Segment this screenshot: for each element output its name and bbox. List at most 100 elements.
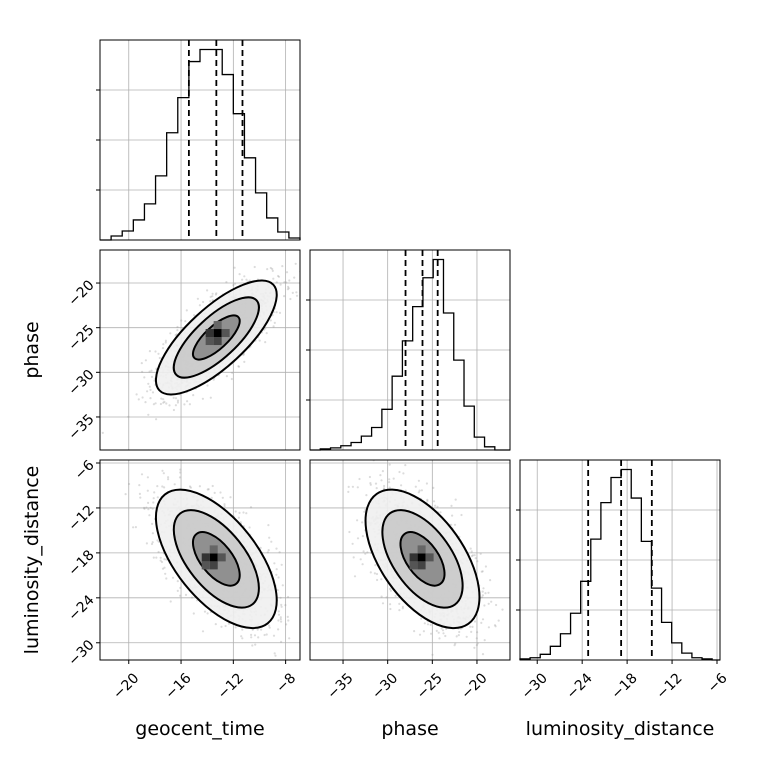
sample-point bbox=[158, 356, 161, 360]
sample-point bbox=[401, 605, 404, 608]
sample-point bbox=[159, 559, 162, 562]
sample-point bbox=[380, 595, 383, 598]
sample-point bbox=[438, 637, 441, 640]
sample-point bbox=[248, 526, 251, 529]
sample-point bbox=[470, 555, 473, 558]
sample-point bbox=[148, 350, 151, 353]
sample-point bbox=[128, 482, 131, 486]
sample-point bbox=[165, 402, 168, 405]
sample-point bbox=[278, 311, 282, 314]
sample-point bbox=[295, 291, 298, 294]
sample-point bbox=[179, 468, 182, 471]
sample-point bbox=[138, 492, 141, 495]
sample-point bbox=[167, 478, 170, 481]
sample-point bbox=[420, 489, 423, 492]
sample-point bbox=[453, 523, 457, 526]
sample-point bbox=[439, 511, 442, 514]
sample-point bbox=[179, 471, 182, 474]
sample-point bbox=[234, 626, 237, 629]
density-contours bbox=[154, 279, 278, 396]
sample-point bbox=[156, 485, 159, 488]
sample-point bbox=[287, 595, 290, 599]
sample-point bbox=[266, 268, 269, 271]
sample-point bbox=[279, 283, 282, 286]
sample-point bbox=[503, 681, 505, 683]
density-peak-cell bbox=[217, 553, 226, 562]
sample-point bbox=[169, 600, 172, 603]
sample-point bbox=[209, 295, 212, 298]
sample-point bbox=[362, 550, 365, 553]
sample-point bbox=[245, 512, 248, 515]
sample-point bbox=[287, 619, 290, 622]
sample-point bbox=[176, 399, 180, 402]
sample-point bbox=[164, 339, 167, 342]
sample-point bbox=[436, 505, 439, 508]
sample-point bbox=[277, 619, 280, 622]
sample-point bbox=[152, 403, 155, 406]
sample-point bbox=[242, 511, 245, 514]
sample-point bbox=[238, 273, 241, 276]
density-contours bbox=[154, 488, 278, 630]
sample-point bbox=[232, 284, 235, 287]
sample-point bbox=[159, 556, 162, 559]
sample-point bbox=[256, 628, 259, 631]
sample-point bbox=[293, 276, 296, 279]
sample-point bbox=[494, 625, 497, 628]
sample-point bbox=[365, 494, 368, 497]
sample-point bbox=[287, 287, 290, 290]
sample-point bbox=[161, 347, 165, 350]
sample-point bbox=[174, 397, 178, 400]
sample-point bbox=[227, 622, 230, 625]
sample-point bbox=[287, 285, 290, 288]
sample-point bbox=[347, 485, 350, 488]
sample-point bbox=[361, 563, 364, 566]
sample-point bbox=[234, 282, 237, 285]
sample-point bbox=[188, 485, 192, 488]
sample-point bbox=[265, 332, 268, 335]
sample-point bbox=[450, 504, 453, 507]
sample-point bbox=[460, 513, 463, 517]
sample-point bbox=[257, 636, 260, 639]
sample-point bbox=[159, 402, 162, 406]
sample-point bbox=[476, 631, 479, 634]
sample-point bbox=[219, 491, 222, 494]
sample-point bbox=[165, 577, 168, 580]
sample-point bbox=[481, 594, 484, 597]
sample-point bbox=[280, 605, 283, 608]
sample-point bbox=[279, 618, 282, 621]
sample-point bbox=[268, 626, 271, 629]
histogram-step bbox=[519, 468, 720, 661]
sample-point bbox=[151, 541, 154, 544]
sample-point bbox=[143, 506, 146, 509]
sample-point bbox=[185, 309, 188, 312]
sample-point bbox=[379, 474, 382, 477]
sample-point bbox=[383, 484, 386, 488]
sample-point bbox=[429, 623, 432, 627]
sample-point bbox=[450, 523, 453, 526]
sample-point bbox=[140, 473, 144, 476]
sample-point bbox=[274, 654, 277, 657]
sample-point bbox=[201, 630, 205, 633]
sample-point bbox=[174, 404, 177, 407]
sample-point bbox=[224, 624, 227, 628]
sample-point bbox=[225, 281, 228, 284]
sample-point bbox=[211, 484, 214, 488]
sample-point bbox=[375, 572, 379, 576]
histogram-luminosity_distance bbox=[516, 459, 721, 661]
sample-point bbox=[275, 281, 278, 284]
sample-point bbox=[137, 398, 140, 401]
sample-point bbox=[214, 623, 217, 626]
sample-point bbox=[275, 573, 278, 576]
sample-point bbox=[277, 613, 281, 616]
sample-point bbox=[484, 592, 487, 595]
sample-point bbox=[101, 431, 104, 434]
sample-point bbox=[268, 536, 271, 539]
sample-point bbox=[176, 325, 179, 329]
sample-point bbox=[417, 479, 420, 482]
density-peak-cell bbox=[209, 553, 218, 562]
sample-point bbox=[162, 343, 165, 346]
sample-point bbox=[161, 567, 165, 570]
sample-point bbox=[162, 398, 165, 401]
density-peak-cell bbox=[209, 545, 218, 554]
sample-point bbox=[146, 390, 149, 393]
